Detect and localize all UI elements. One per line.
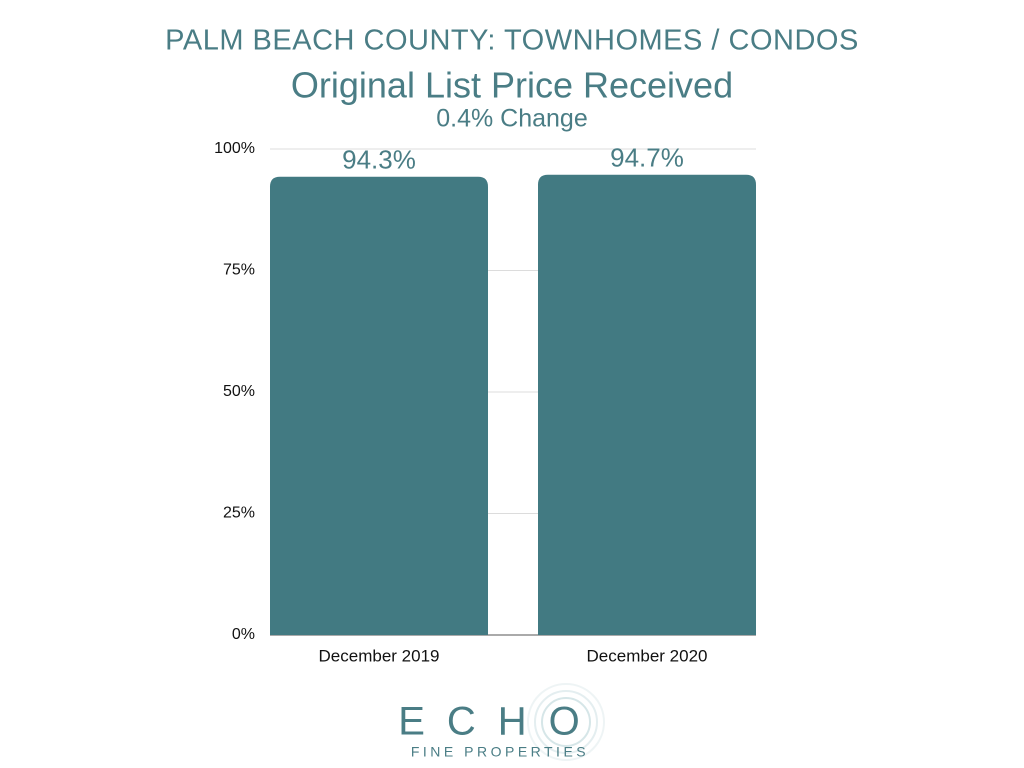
- y-tick-label: 0%: [232, 626, 255, 643]
- logo-name: ECHO: [398, 700, 602, 744]
- value-label: 94.7%: [610, 143, 684, 173]
- y-tick-label: 100%: [214, 140, 255, 157]
- bar: [538, 174, 756, 635]
- value-label: 94.3%: [342, 145, 416, 175]
- logo-ring: [534, 690, 598, 754]
- bar: [270, 176, 488, 635]
- chart-title: PALM BEACH COUNTY: TOWNHOMES / CONDOS: [165, 25, 859, 57]
- logo-ring: [541, 697, 591, 747]
- logo-ring: [527, 683, 605, 761]
- logo: ECHO FINE PROPERTIES: [398, 683, 605, 761]
- y-tick-label: 75%: [223, 262, 255, 279]
- y-tick-label: 25%: [223, 505, 255, 522]
- x-tick-label: December 2019: [319, 646, 440, 665]
- change-annotation: 0.4% Change: [436, 105, 588, 133]
- x-tick-label: December 2020: [587, 646, 708, 665]
- y-tick-label: 50%: [223, 383, 255, 400]
- logo-tagline: FINE PROPERTIES: [411, 744, 589, 760]
- chart-subtitle: Original List Price Received: [291, 65, 733, 106]
